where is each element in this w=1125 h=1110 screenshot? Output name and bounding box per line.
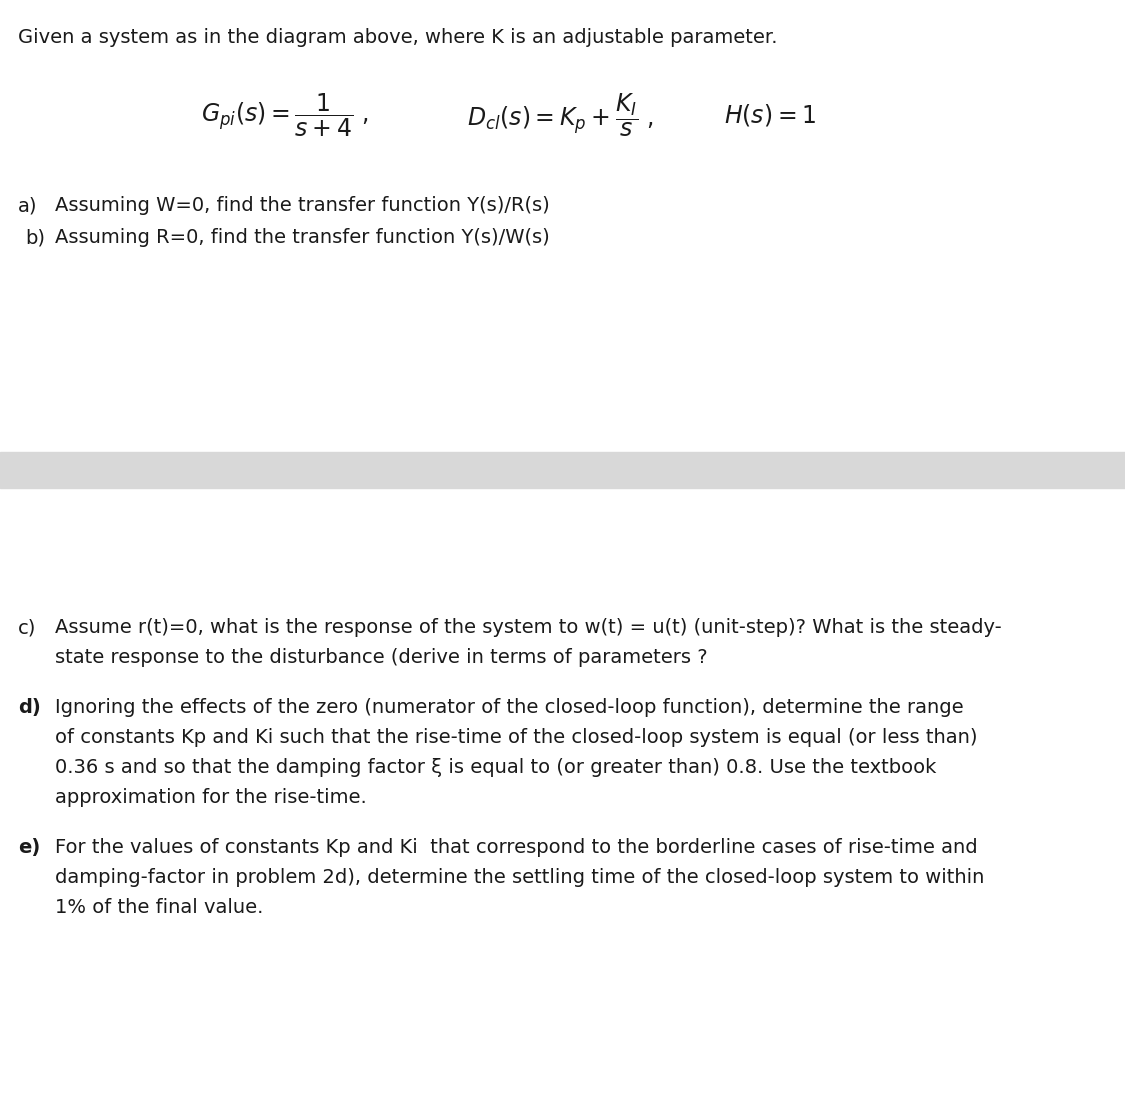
Text: of constants Kp and Ki such that the rise-time of the closed-loop system is equa: of constants Kp and Ki such that the ris… bbox=[55, 728, 978, 747]
Text: Given a system as in the diagram above, where K is an adjustable parameter.: Given a system as in the diagram above, … bbox=[18, 28, 777, 47]
Text: d): d) bbox=[18, 698, 40, 717]
Text: e): e) bbox=[18, 838, 40, 857]
Text: $D_{cl}(s) = K_p + \dfrac{K_I}{s}\ ,$: $D_{cl}(s) = K_p + \dfrac{K_I}{s}\ ,$ bbox=[467, 91, 654, 139]
Text: approximation for the rise-time.: approximation for the rise-time. bbox=[55, 788, 367, 807]
Text: a): a) bbox=[18, 196, 37, 215]
Bar bbox=[0, 452, 1125, 488]
Text: Ignoring the effects of the zero (numerator of the closed-loop function), determ: Ignoring the effects of the zero (numera… bbox=[55, 698, 964, 717]
Text: damping-factor in problem 2d), determine the settling time of the closed-loop sy: damping-factor in problem 2d), determine… bbox=[55, 868, 984, 887]
Text: c): c) bbox=[18, 618, 36, 637]
Text: Assuming R=0, find the transfer function Y(s)/W(s): Assuming R=0, find the transfer function… bbox=[55, 228, 550, 248]
Text: 0.36 s and so that the damping factor ξ is equal to (or greater than) 0.8. Use t: 0.36 s and so that the damping factor ξ … bbox=[55, 758, 936, 777]
Text: $H(s) = 1$: $H(s) = 1$ bbox=[723, 102, 816, 128]
Text: $G_{pi}(s) = \dfrac{1}{s+4}\ ,$: $G_{pi}(s) = \dfrac{1}{s+4}\ ,$ bbox=[201, 91, 369, 139]
Text: For the values of constants Kp and Ki  that correspond to the borderline cases o: For the values of constants Kp and Ki th… bbox=[55, 838, 978, 857]
Text: state response to the disturbance (derive in terms of parameters ?: state response to the disturbance (deriv… bbox=[55, 648, 708, 667]
Text: b): b) bbox=[25, 228, 45, 248]
Text: Assume r(t)=0, what is the response of the system to w(t) = u(t) (unit-step)? Wh: Assume r(t)=0, what is the response of t… bbox=[55, 618, 1001, 637]
Text: 1% of the final value.: 1% of the final value. bbox=[55, 898, 263, 917]
Text: Assuming W=0, find the transfer function Y(s)/R(s): Assuming W=0, find the transfer function… bbox=[55, 196, 550, 215]
